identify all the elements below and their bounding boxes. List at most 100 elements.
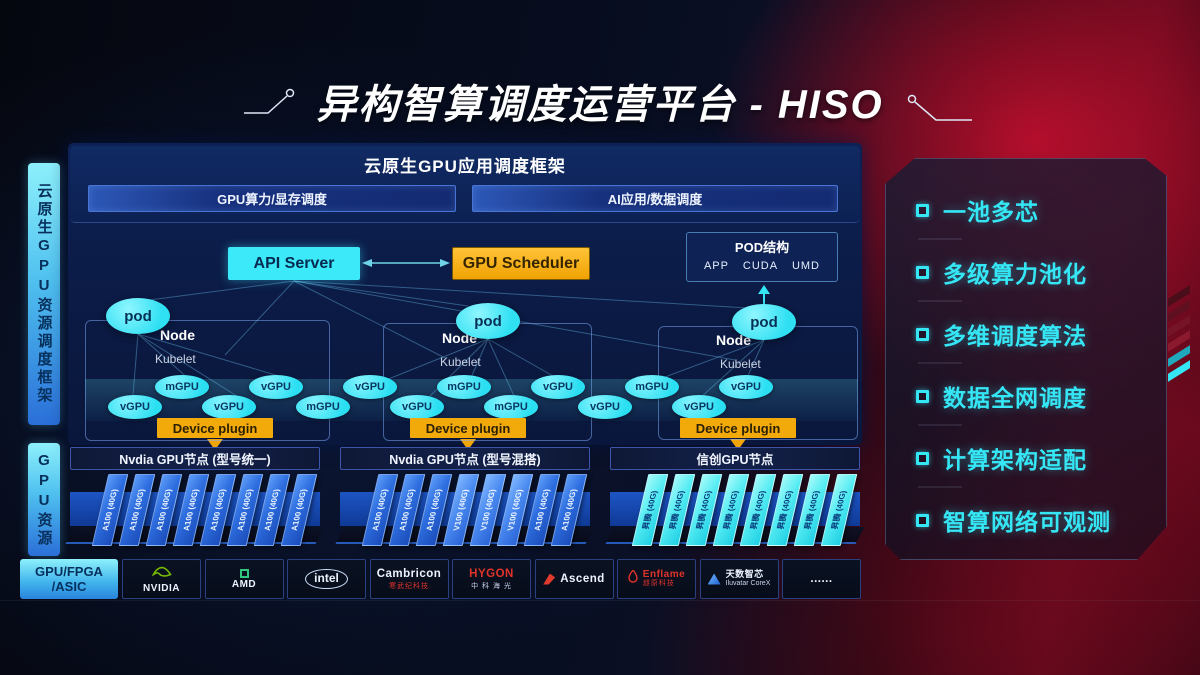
bar-gpu-compute-scheduling: GPU算力/显存调度	[88, 185, 456, 212]
feature-item: 多级算力池化	[916, 255, 1087, 289]
square-bullet-icon	[916, 452, 929, 465]
vendor-tile-hygon: HYGON 中 科 海 光	[452, 559, 531, 599]
feature-separator	[918, 300, 962, 302]
square-bullet-icon	[916, 390, 929, 403]
vendor-category-chip: GPU/FPGA /ASIC	[20, 559, 118, 599]
feature-separator	[918, 486, 962, 488]
vgpu-ellipse: vGPU	[672, 395, 726, 419]
pool-header-xinchuang: 信创GPU节点	[610, 447, 860, 470]
gpu-card-label: A100 (40G)	[424, 489, 444, 531]
feature-label: 多级算力池化	[943, 261, 1087, 287]
vendor-tile-more: ......	[782, 559, 861, 599]
feature-item: 智算网络可观测	[916, 503, 1111, 537]
feature-item: 计算架构适配	[916, 441, 1087, 475]
feature-panel: 一池多芯多级算力池化 多维调度算法 数据全网调度 计算架构适配 智算网络可观测	[885, 158, 1167, 560]
mgpu-ellipse: mGPU	[296, 395, 350, 419]
gpu-card-label: A100 (40G)	[154, 489, 174, 531]
mgpu-ellipse: mGPU	[437, 375, 491, 399]
feature-item: 多维调度算法	[916, 317, 1087, 351]
pod-ellipse-1: pod	[106, 298, 170, 334]
vgpu-ellipse: vGPU	[719, 375, 773, 399]
gpu-card-label: V100 (40G)	[505, 489, 525, 531]
vgpu-ellipse: vGPU	[531, 375, 585, 399]
square-bullet-icon	[916, 204, 929, 217]
feature-label: 多维调度算法	[943, 323, 1087, 349]
vendor-subtext: Iluvatar CoreX	[725, 580, 771, 587]
pod-layer-cuda: CUDA	[742, 260, 779, 272]
pod-layer-umd: UMD	[791, 260, 821, 272]
gpu-card-label: V100 (40G)	[478, 489, 498, 531]
vgpu-ellipse: vGPU	[249, 375, 303, 399]
vendor-subtext: 寒武纪科技	[389, 582, 429, 590]
gpu-card-label: A100 (40G)	[208, 489, 228, 531]
mgpu-ellipse: mGPU	[625, 375, 679, 399]
node-2-kubelet: Kubelet	[440, 355, 481, 369]
iluvatar-logo-icon	[707, 573, 721, 585]
vendor-text: Enflame	[642, 569, 686, 580]
node-1-label: Node	[160, 327, 195, 343]
feature-item: 数据全网调度	[916, 379, 1087, 413]
vgpu-ellipse: vGPU	[343, 375, 397, 399]
gpu-card-label: V100 (40G)	[451, 489, 471, 531]
node-3-label: Node	[716, 332, 751, 348]
rail-label: 云原生GPU资源调度框架	[35, 183, 53, 405]
gpu-card-label: A100 (40G)	[181, 489, 201, 531]
vendor-tile-intel: intel	[287, 559, 366, 599]
intel-logo-icon: intel	[305, 569, 348, 589]
gpu-card-label: A100 (40G)	[370, 489, 390, 531]
amd-logo-icon	[239, 568, 249, 578]
bar-ai-data-scheduling: AI应用/数据调度	[472, 185, 838, 212]
feature-item: 一池多芯	[916, 193, 1039, 227]
gpu-card-label: A100 (40G)	[127, 489, 147, 531]
device-plugin-3: Device plugin	[680, 418, 796, 438]
vgpu-ellipse: vGPU	[578, 395, 632, 419]
feature-label: 数据全网调度	[943, 385, 1087, 411]
node-3-kubelet: Kubelet	[720, 357, 761, 371]
gpu-card-label: A100 (40G)	[235, 489, 255, 531]
pod-structure-box: POD结构 APP CUDA UMD	[686, 232, 838, 282]
vendor-tile-iluvatar: 天数智芯 Iluvatar CoreX	[699, 559, 779, 599]
mgpu-ellipse: mGPU	[155, 375, 209, 399]
feature-label: 一池多芯	[943, 199, 1039, 225]
feature-label: 智算网络可观测	[943, 509, 1111, 535]
pool-header-mixed: Nvdia GPU节点 (型号混搭)	[340, 447, 590, 470]
device-plugin-2: Device plugin	[410, 418, 526, 438]
vgpu-ellipse: vGPU	[108, 395, 162, 419]
gpu-card-label: A100 (40G)	[397, 489, 417, 531]
vendor-chip-line2: /ASIC	[51, 579, 87, 594]
node-1-kubelet: Kubelet	[155, 352, 196, 366]
device-plugin-1: Device plugin	[157, 418, 273, 438]
vendor-tile-ascend: Ascend	[534, 559, 614, 599]
square-bullet-icon	[916, 328, 929, 341]
vgpu-ellipse: vGPU	[202, 395, 256, 419]
vendor-subtext: 中 科 海 光	[471, 582, 512, 590]
pod-structure-title: POD结构	[734, 240, 790, 255]
gpu-card-label: A100 (40G)	[289, 489, 309, 531]
rail-cloud-native-gpu-framework: 云原生GPU资源调度框架	[28, 163, 60, 425]
rail-label: GPU资源	[35, 451, 53, 548]
page-title: 异构智算调度运营平台 - HISO	[316, 83, 884, 127]
vendor-chip-line1: GPU/FPGA	[35, 564, 103, 579]
gpu-card-label: A100 (40G)	[559, 489, 579, 531]
vendor-text: Cambricon	[376, 567, 442, 580]
gpu-scheduler-box: GPU Scheduler	[452, 247, 590, 280]
feature-label: 计算架构适配	[943, 447, 1087, 473]
pod-ellipse-3: pod	[732, 304, 796, 340]
node-box-1	[85, 320, 330, 441]
square-bullet-icon	[916, 514, 929, 527]
vendor-text: NVIDIA	[143, 583, 180, 594]
pod-ellipse-2: pod	[456, 303, 520, 339]
gpu-card-label: A100 (40G)	[532, 489, 552, 531]
footer-divider	[0, 600, 1200, 601]
vendor-tile-cambricon: Cambricon 寒武纪科技	[369, 559, 449, 599]
feature-separator	[918, 362, 962, 364]
enflame-logo-icon	[628, 568, 638, 589]
vendor-tile-amd: AMD	[204, 559, 284, 599]
api-server-box: API Server	[228, 247, 360, 280]
app-scheduling-framework: 云原生GPU应用调度框架 GPU算力/显存调度 AI应用/数据调度	[70, 146, 860, 223]
pool-header-uniform: Nvdia GPU节点 (型号统一)	[70, 447, 320, 470]
square-bullet-icon	[916, 266, 929, 279]
vendor-subtext: 燧原科技	[642, 580, 675, 587]
mgpu-ellipse: mGPU	[484, 395, 538, 419]
